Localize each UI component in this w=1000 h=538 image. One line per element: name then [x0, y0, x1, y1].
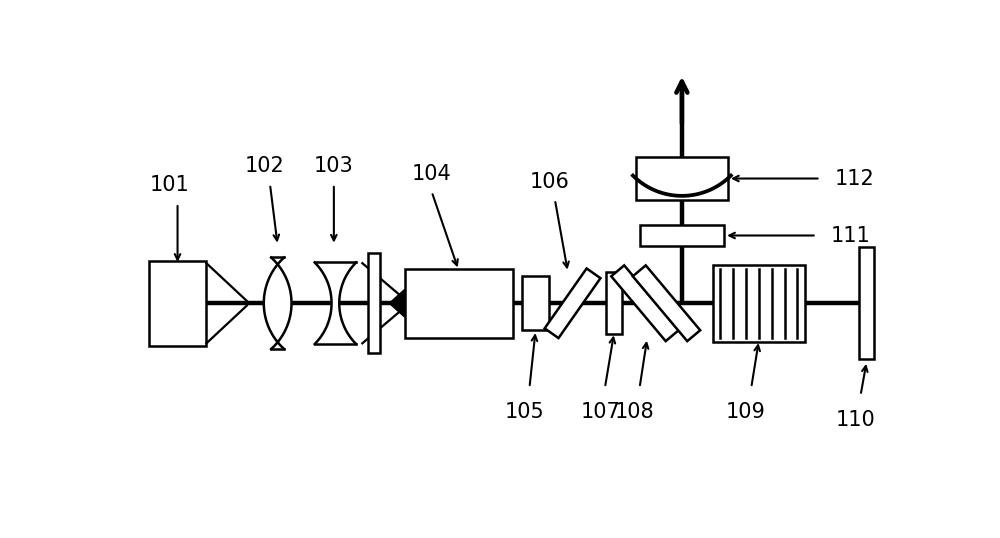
- Text: 112: 112: [834, 168, 874, 188]
- Text: 103: 103: [314, 156, 354, 176]
- Bar: [149, 261, 206, 345]
- Polygon shape: [611, 265, 679, 341]
- Text: 107: 107: [580, 402, 620, 422]
- Polygon shape: [633, 265, 700, 341]
- Bar: [606, 272, 622, 334]
- Bar: [640, 225, 724, 246]
- Bar: [859, 247, 874, 359]
- Text: 105: 105: [505, 402, 545, 422]
- Text: 102: 102: [245, 156, 284, 176]
- Text: 109: 109: [726, 402, 766, 422]
- Bar: [522, 277, 549, 330]
- Polygon shape: [389, 289, 405, 317]
- Bar: [713, 265, 805, 342]
- Bar: [636, 157, 728, 200]
- Text: 108: 108: [614, 402, 654, 422]
- Text: 110: 110: [835, 409, 875, 429]
- Bar: [368, 253, 380, 353]
- Polygon shape: [545, 268, 600, 338]
- Bar: [405, 268, 512, 338]
- Text: 104: 104: [412, 164, 452, 184]
- Text: 101: 101: [150, 175, 190, 195]
- Polygon shape: [264, 258, 292, 349]
- Text: 106: 106: [530, 172, 569, 192]
- Polygon shape: [315, 263, 356, 344]
- Text: 111: 111: [831, 225, 870, 245]
